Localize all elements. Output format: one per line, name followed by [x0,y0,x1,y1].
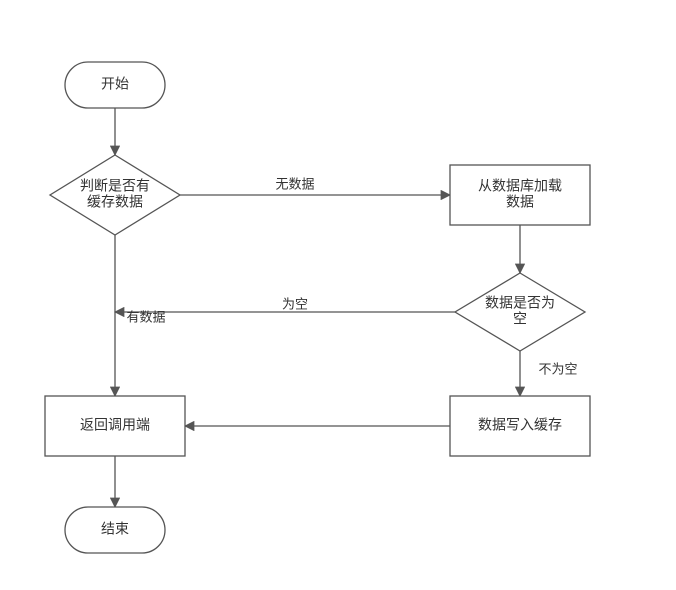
node-end: 结束 [65,507,165,553]
node-data_empty: 数据是否为空 [455,273,585,351]
node-check_cache: 判断是否有缓存数据 [50,155,180,235]
node-write_cache-label: 数据写入缓存 [478,417,562,433]
node-start: 开始 [65,62,165,108]
node-end-label: 结束 [101,521,129,537]
node-load_db-label: 数据 [506,194,534,210]
node-data_empty-label: 空 [513,311,527,327]
node-load_db-label: 从数据库加载 [478,178,562,194]
node-start-label: 开始 [101,76,129,92]
edge-label-data_empty-return: 为空 [282,296,308,311]
node-write_cache: 数据写入缓存 [450,396,590,456]
node-check_cache-label: 判断是否有 [80,178,150,194]
node-return: 返回调用端 [45,396,185,456]
node-check_cache-label: 缓存数据 [87,194,143,210]
edge-label-check_cache-load_db: 无数据 [275,176,314,191]
node-data_empty-label: 数据是否为 [485,295,555,311]
flowchart-canvas: 开始判断是否有缓存数据 从数据库加载数据数据是否为空数据写入缓存 返回调用端结束 无… [0,0,676,590]
node-load_db: 从数据库加载数据 [450,165,590,225]
node-return-label: 返回调用端 [80,417,150,433]
edge-label-check_cache-return: 有数据 [126,309,165,324]
edge-label-data_empty-write_cache: 不为空 [538,361,577,376]
